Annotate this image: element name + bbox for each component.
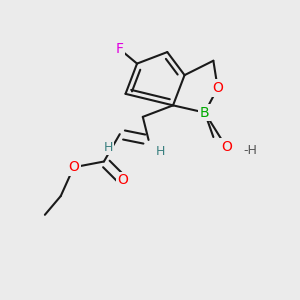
Text: H: H [155,145,165,158]
Text: O: O [212,81,223,95]
Text: O: O [68,160,79,174]
Text: B: B [200,106,209,120]
Text: O: O [117,173,128,187]
Text: O: O [221,140,232,154]
Text: H: H [103,141,113,154]
Text: F: F [116,42,124,56]
Text: -H: -H [244,143,257,157]
